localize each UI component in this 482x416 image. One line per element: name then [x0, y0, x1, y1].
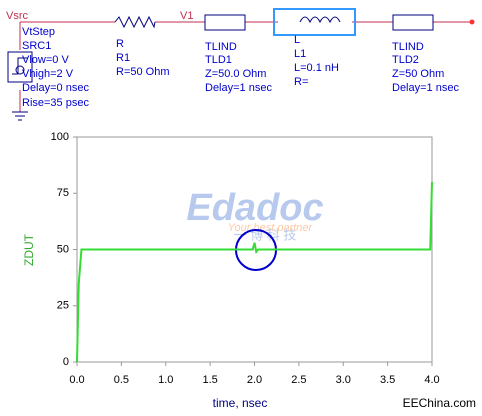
watermark: Edadoc Your best partner 一 博 科 技 [186, 187, 323, 242]
y-tick-label: 0 [63, 356, 69, 368]
schematic-label: L1 [294, 48, 306, 60]
schematic-label: TLD1 [205, 54, 232, 66]
port [469, 19, 475, 25]
schematic-label: L=0.1 nH [294, 62, 339, 74]
schematic-label: Delay=1 nsec [205, 82, 272, 94]
schematic-label: TLD2 [392, 54, 419, 66]
schematic-label: R [116, 38, 124, 50]
footer: EEChina.com [403, 396, 476, 410]
selection-box [273, 8, 356, 36]
y-tick-label: 75 [57, 187, 69, 199]
schematic-label: SRC1 [22, 40, 51, 52]
schematic-label: R1 [116, 52, 130, 64]
schematic-symbols [7, 14, 434, 121]
x-tick-label: 2.5 [291, 374, 306, 386]
schematic-label: VtStep [22, 26, 55, 38]
x-tick-label: 4.0 [424, 374, 439, 386]
x-tick-label: 3.5 [380, 374, 395, 386]
y-axis-label: ZDUT [22, 233, 36, 266]
schematic-label: Vhigh=2 V [22, 68, 74, 80]
schematic-label: Delay=1 nsec [392, 82, 459, 94]
y-tick-label: 100 [51, 131, 69, 143]
x-tick-label: 2.0 [247, 374, 262, 386]
watermark-text: Edadoc [186, 187, 323, 229]
data-line [76, 181, 433, 363]
schematic-label: Rise=35 psec [22, 97, 89, 109]
schematic-label: Vsrc [6, 10, 29, 22]
y-tick-label: 50 [57, 243, 69, 255]
x-tick-label: 1.0 [158, 374, 173, 386]
x-tick-label: 0.0 [69, 374, 84, 386]
y-tick-label: 25 [57, 300, 69, 312]
x-axis-label: time, nsec [213, 396, 268, 410]
schematic-label: R= [294, 76, 308, 88]
x-tick-label: 1.5 [202, 374, 217, 386]
schematic-label: Vlow=0 V [22, 54, 69, 66]
schematic-label: Z=50 Ohm [392, 68, 444, 80]
schematic-label: TLIND [205, 41, 237, 53]
x-tick-label: 3.0 [336, 374, 351, 386]
x-tick-label: 0.5 [114, 374, 129, 386]
schematic-label: V1 [180, 10, 193, 22]
schematic-label: Delay=0 nsec [22, 82, 89, 94]
schematic-label: TLIND [392, 41, 424, 53]
schematic-label: L [294, 34, 300, 46]
schematic-wires [19, 21, 470, 112]
schematic-label: Z=50.0 Ohm [205, 68, 266, 80]
schematic-label: R=50 Ohm [116, 66, 170, 78]
